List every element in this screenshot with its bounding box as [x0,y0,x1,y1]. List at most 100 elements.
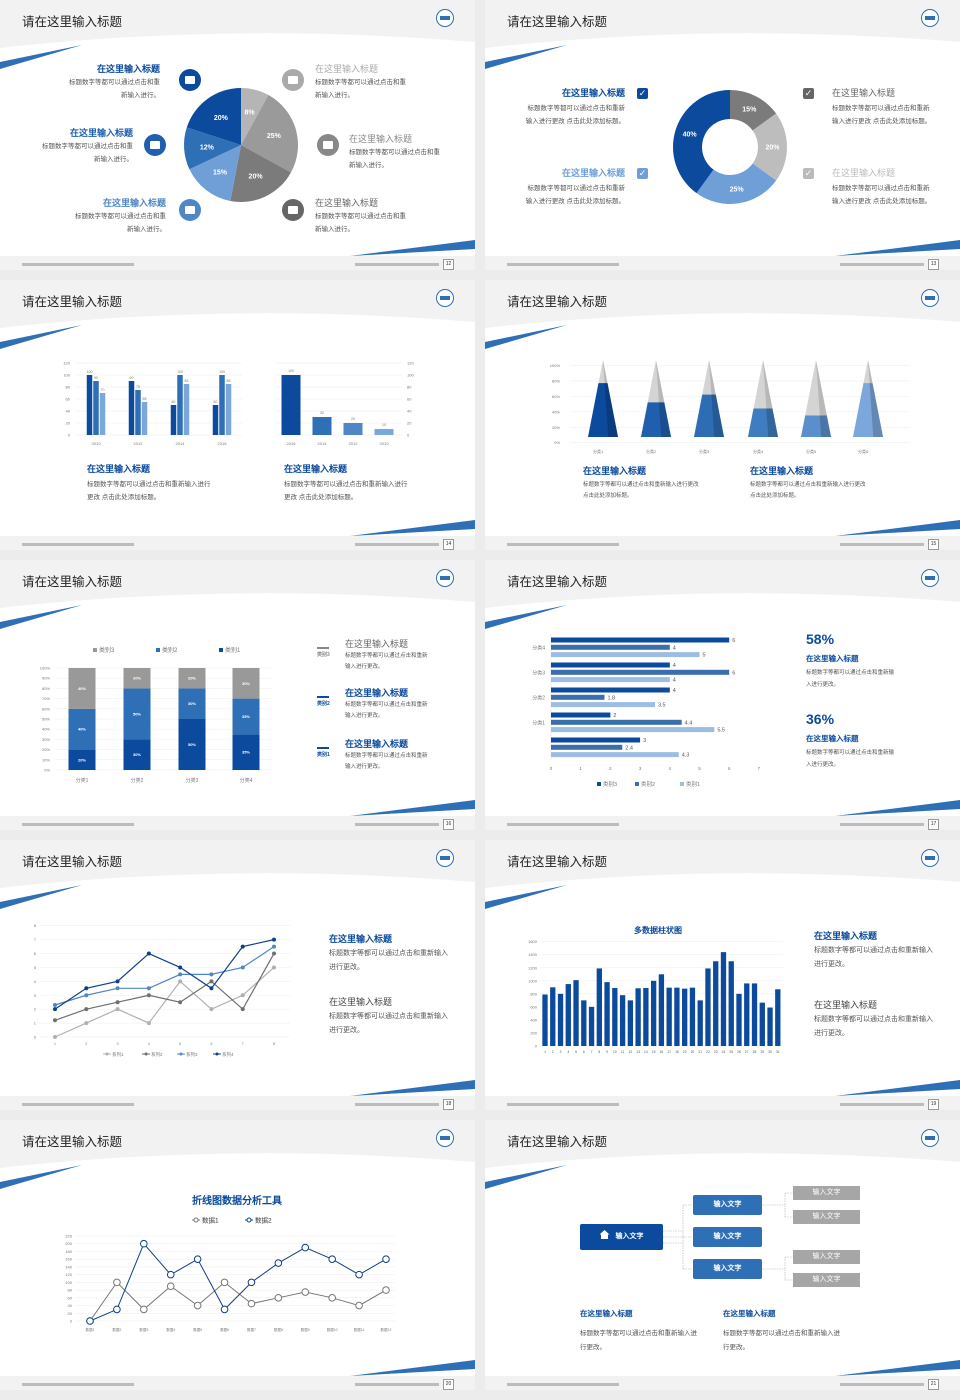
item-text: 标题数字等都可以通过点击和重新输入进行更改。 [723,1330,840,1351]
item-title: 在这里输入标题 [806,734,859,743]
x-tick-label: 数据4 [166,1327,175,1332]
pyramid-bar [801,415,831,437]
slide-14[interactable]: 请在这里输入标题 14 0 20 40 60 80 100 120 100 90 70 2010 90 75… [0,280,475,550]
bar [551,719,682,725]
bar [736,993,742,1046]
slide-17[interactable]: 请在这里输入标题 17 0 1 2 3 4 5 6 7 6 4 5 分类4 4 6 4 分类3 4 1.8 3.5 分类2… [485,560,960,830]
page-number: 20 [443,1379,454,1390]
data-point [247,1278,256,1287]
x-tick-label: 12 [629,1050,633,1054]
data-point [178,1000,183,1005]
pie-slice [230,145,291,202]
y-tick-label: 30% [42,737,50,742]
middle-node[interactable]: 输入文字 [693,1227,762,1247]
icon-label: 类别2 [317,701,330,707]
item-text: 标题数字等都可以通过点击和重新输入进行更改 点击此处添加标题。 [832,185,932,205]
slice-label: 20% [765,145,780,152]
slide-content: 15% 20% 25% 40% [673,90,787,204]
y-tick-label: 80 [68,1288,73,1293]
checkbox-icon[interactable]: ✓ [637,168,648,179]
x-tick-label: 2 [609,766,612,771]
y-tick-label: 80% [42,686,50,691]
data-point [178,979,183,984]
stacked-bar-segment [178,688,206,719]
swoosh-decoration [835,1080,960,1096]
bar [99,393,106,435]
x-tick-label: 4 [148,1042,150,1046]
leaf-node[interactable]: 输入文字 [793,1273,860,1287]
slide-21[interactable]: 请在这里输入标题 21 输入文字 输入文字 输入文字 输入文字 输入文字 输入文字 输入文字 输入… [485,1120,960,1390]
slide-12[interactable]: 请在这里输入标题 12 8% 25% 20% 15% 12% 20% 在这里输入标题 标题数字等都… [0,0,475,270]
university-logo [436,9,454,27]
pie-slice [241,95,298,173]
slide-content [663,1192,793,1281]
footer-text-left [22,263,134,266]
bar [135,390,141,435]
slice-label: 20% [249,173,264,180]
bar [219,375,225,435]
checkbox-icon[interactable]: ✓ [803,88,814,99]
data-point [193,1255,202,1263]
leaf-node[interactable]: 输入文字 [793,1186,860,1200]
x-tick-label: 28 [753,1050,757,1054]
page-number: 12 [443,259,454,270]
university-logo [921,289,939,307]
x-tick-label: 16 [660,1050,664,1054]
y-tick-label: 80 [407,385,412,390]
y-tick-label: 8 [34,923,37,928]
middle-node[interactable]: 输入文字 [693,1259,762,1279]
slide-19[interactable]: 请在这里输入标题 19 0 200 400 600 800 1000 1200 1400 1600 多… [485,840,960,1110]
leaf-node[interactable]: 输入文字 [793,1250,860,1264]
y-tick-label: 分类4 [532,644,545,651]
x-tick-label: 13 [636,1050,640,1054]
bar [542,994,548,1046]
x-tick-label: 10 [613,1050,617,1054]
data-label: 70 [101,388,105,392]
bar [627,1000,634,1046]
pyramid-bar [853,383,883,437]
bar [551,677,670,683]
legend-label: 类别1 [686,780,700,788]
swoosh-decoration [350,240,475,256]
data-point [53,1018,57,1023]
checkbox-icon[interactable]: ✓ [637,88,648,99]
data-point [193,1301,202,1310]
footer-text-left [507,263,619,266]
bar [728,961,734,1046]
x-tick-label: 9 [606,1050,608,1054]
y-tick-label: 0% [44,768,50,773]
data-label: 4 [673,645,676,651]
bar [551,752,679,758]
footer-text-right [355,263,439,266]
bar [751,983,758,1046]
checkbox-icon[interactable]: ✓ [803,168,814,179]
y-tick-label: 20% [552,425,560,430]
root-node[interactable]: 输入文字 [580,1224,663,1250]
slide-18[interactable]: 请在这里输入标题 18 0 1 2 3 4 5 6 7 8 1 2 3 4 5 6 7 8 系列1 系列2 系列3 系列4 在… [0,840,475,1110]
y-tick-label: 10% [42,757,50,762]
y-tick-label: 800 [530,991,537,996]
data-label: 55 [143,397,147,401]
x-tick-label: 2 [85,1042,87,1046]
book-icon [179,199,201,221]
data-point [240,993,245,998]
data-point [272,965,276,970]
legend-label: 数据1 [202,1216,219,1225]
y-tick-label: 90% [42,676,50,681]
data-point [146,986,151,991]
x-tick-label: 25 [729,1050,733,1054]
y-tick-label: 120 [407,361,414,366]
middle-node[interactable]: 输入文字 [693,1195,762,1215]
upload-icon [317,688,329,698]
leaf-node[interactable]: 输入文字 [793,1210,860,1224]
bar [551,694,605,700]
monitor-icon [179,69,201,91]
bar [551,644,670,650]
y-tick-label: 40 [68,1303,73,1308]
slide-20[interactable]: 请在这里输入标题 20 0 20 40 60 80 100 120 140 160 180 200 220… [0,1120,475,1390]
slide-13[interactable]: 请在这里输入标题 13 15% 20% 25% 40% 在这里输入标题 标题数字等都可以通过点… [485,0,960,270]
slide-16[interactable]: 请在这里输入标题 16 0% 10% 20% 30% 40% 50% 60% 70% 80% 90% 1… [0,560,475,830]
slide-title: 请在这里输入标题 [507,575,608,589]
slide-15[interactable]: 请在这里输入标题 15 0% 20% 40% 60% 80% 100% 分类1 分类2 分类3 分类4… [485,280,960,550]
y-tick-label: 0% [554,440,560,445]
